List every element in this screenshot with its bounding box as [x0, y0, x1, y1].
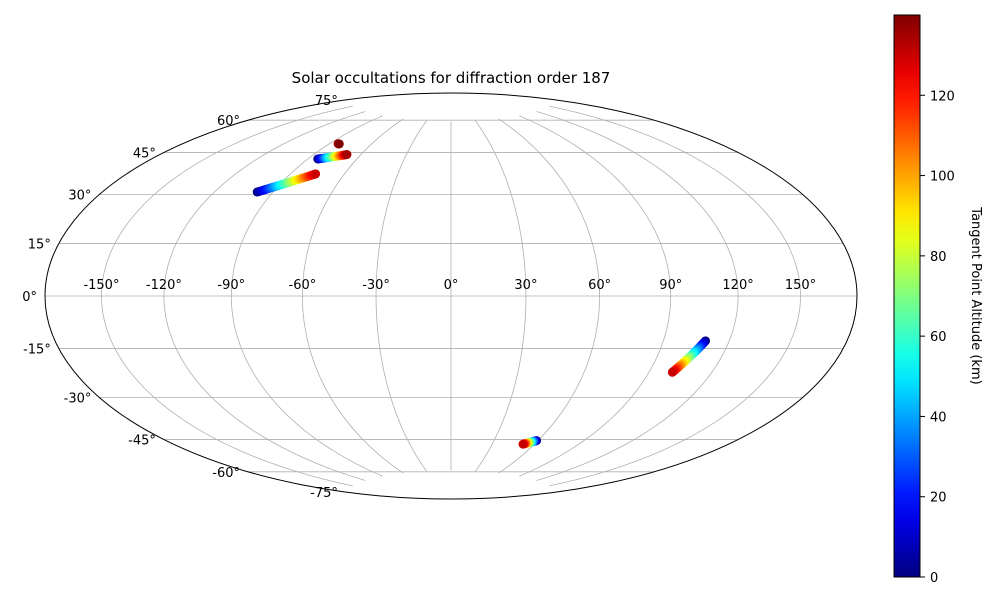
longitude-gridline: [101, 105, 353, 487]
latitude-tick-label: -30°: [64, 392, 92, 407]
data-point: [667, 367, 677, 377]
longitude-tick-label: -90°: [217, 278, 245, 293]
latitude-tick-label: 0°: [22, 290, 37, 305]
longitude-tick-label: 0°: [444, 278, 459, 293]
latitude-tick-label: 30°: [68, 189, 91, 204]
latitude-tick-label: -60°: [212, 466, 240, 481]
latitude-tick-label: -75°: [310, 486, 338, 501]
latitude-tick-label: 15°: [28, 237, 51, 252]
longitude-gridline: [375, 120, 427, 472]
longitude-tick-label: -120°: [146, 278, 182, 293]
colorbar-label: Tangent Point Altitude (km): [968, 206, 983, 384]
data-point: [334, 139, 344, 149]
latitude-tick-label: 75°: [315, 94, 338, 109]
longitude-tick-label: 60°: [588, 278, 611, 293]
longitude-tick-labels: -150° -120° -90° -60° -30° 0° 30° 60° 90° 120° 150…: [83, 278, 816, 293]
colorbar-tick-label: 80: [930, 250, 947, 265]
colorbar-tick-label: 100: [930, 170, 955, 185]
data-points: [252, 139, 711, 449]
longitude-tick-label: 90°: [659, 278, 682, 293]
data-point: [342, 150, 352, 160]
colorbar-tick-label: 120: [930, 89, 955, 104]
longitude-gridline: [163, 111, 366, 481]
longitude-tick-label: -60°: [289, 278, 317, 293]
longitude-gridline: [475, 120, 527, 472]
longitude-gridline: [549, 105, 801, 487]
colorbar-tick-label: 0: [930, 571, 938, 586]
longitude-gridline: [536, 111, 739, 481]
latitude-tick-label: 60°: [217, 114, 240, 129]
longitude-tick-label: -30°: [362, 278, 390, 293]
colorbar: 0 20 40 60 80 100 120: [893, 14, 955, 586]
latitude-tick-labels: -75° -60° -45° -30° -15° 0° 15° 30° 45° 60° 75°: [22, 94, 338, 501]
map-outline: [44, 92, 858, 500]
longitude-gridline: [519, 115, 672, 477]
longitude-tick-label: 150°: [785, 278, 816, 293]
colorbar-tick-label: 20: [930, 491, 947, 506]
longitude-tick-label: 120°: [722, 278, 753, 293]
colorbar-gradient: [893, 14, 921, 578]
latitude-tick-label: -45°: [128, 434, 156, 449]
map-grid: [44, 92, 858, 500]
longitude-gridline: [301, 118, 404, 474]
longitude-gridline: [230, 115, 383, 477]
longitude-tick-label: 30°: [514, 278, 537, 293]
data-point: [311, 169, 321, 179]
colorbar-tick-label: 60: [930, 330, 947, 345]
latitude-tick-label: 45°: [133, 146, 156, 161]
data-point: [518, 439, 528, 449]
chart-title: Solar occultations for diffraction order…: [292, 69, 611, 87]
latitude-tick-label: -15°: [23, 343, 51, 358]
longitude-gridline: [498, 118, 601, 474]
longitude-tick-label: -150°: [83, 278, 119, 293]
colorbar-tick-label: 40: [930, 410, 947, 425]
